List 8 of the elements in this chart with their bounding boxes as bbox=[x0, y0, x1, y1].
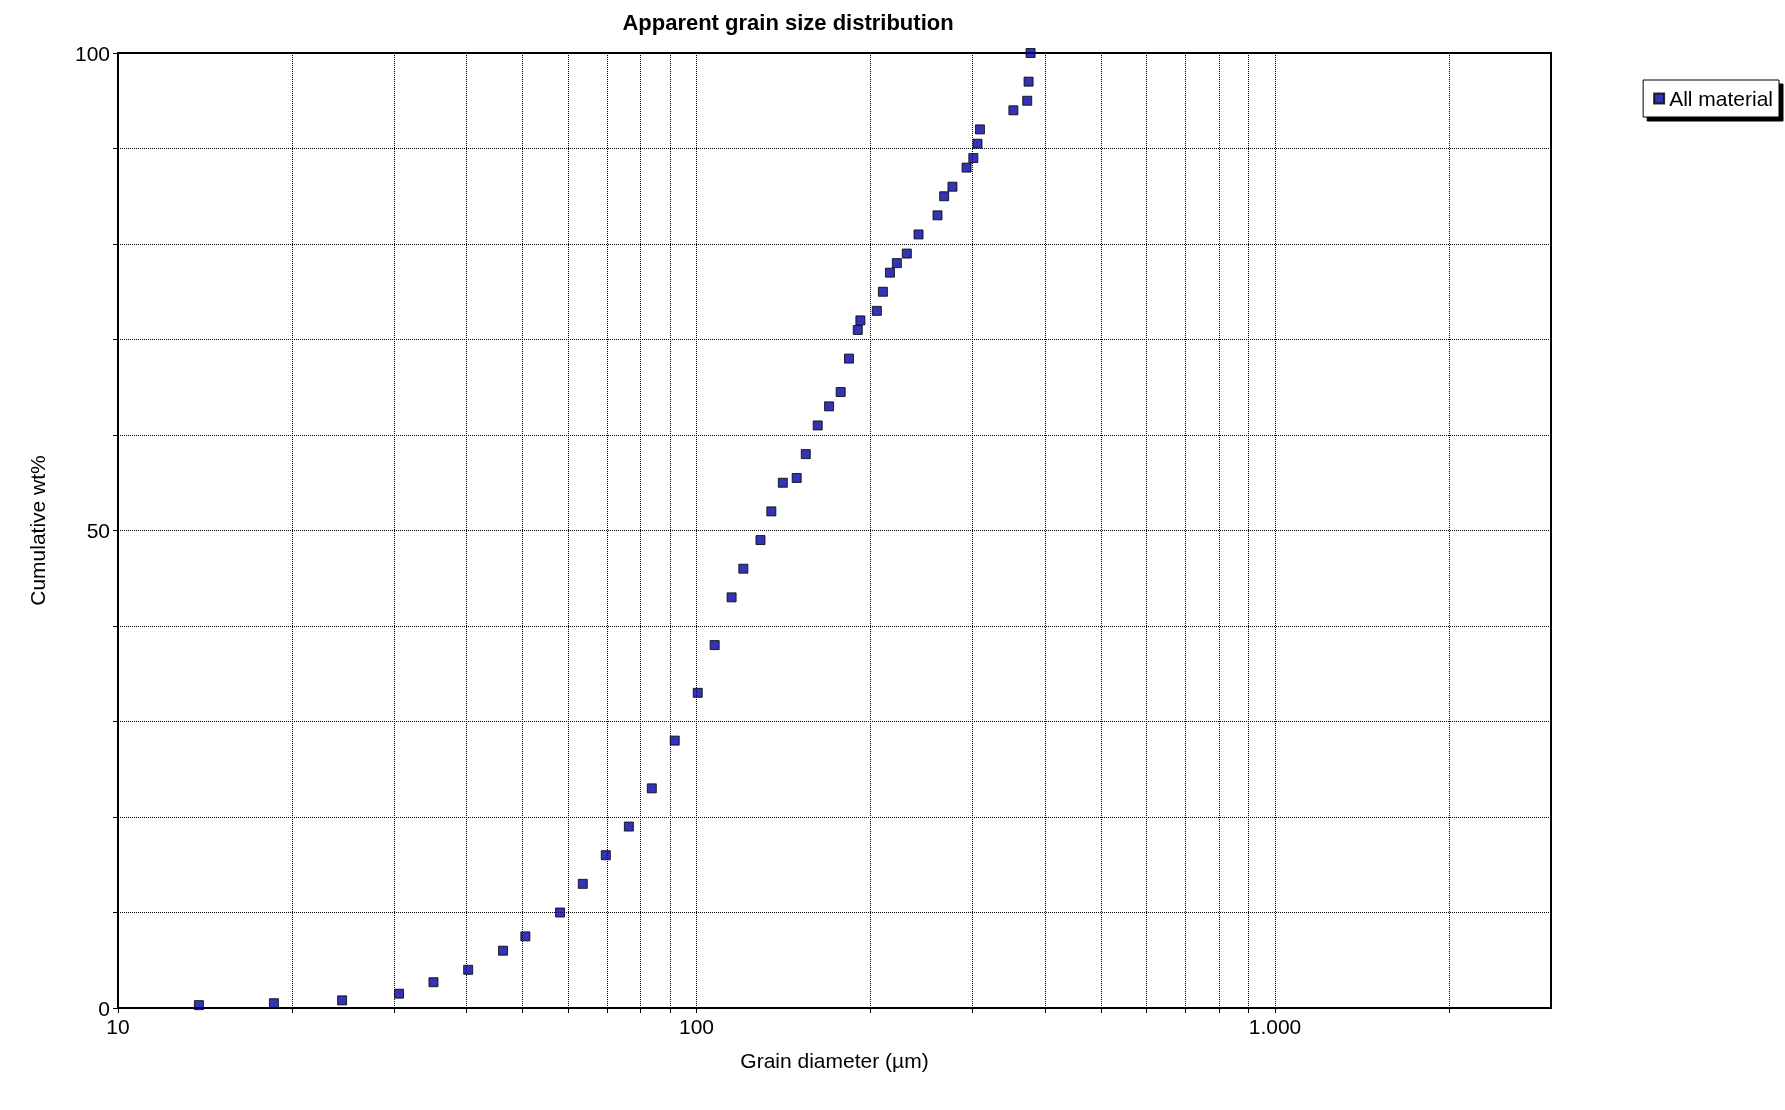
x-tick-label: 1.000 bbox=[1248, 1015, 1302, 1038]
x-tick-label: 100 bbox=[678, 1015, 715, 1038]
chart-title: Apparent grain size distribution bbox=[622, 9, 954, 35]
y-tick-label: 100 bbox=[74, 41, 110, 65]
x-axis-title: Grain diameter (µm) bbox=[740, 1049, 929, 1072]
y-tick-label: 50 bbox=[86, 519, 110, 542]
legend-label: All material bbox=[1669, 87, 1774, 110]
y-axis-title: Cumulative wt% bbox=[26, 455, 49, 606]
